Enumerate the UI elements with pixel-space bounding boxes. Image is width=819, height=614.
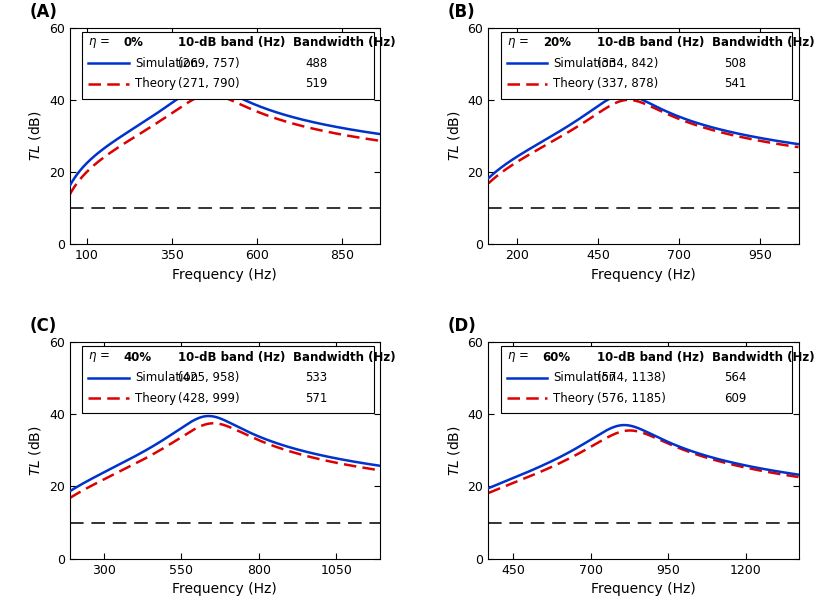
Text: Bandwidth (Hz): Bandwidth (Hz) <box>712 351 814 363</box>
FancyBboxPatch shape <box>500 346 792 413</box>
Y-axis label: $TL$ (dB): $TL$ (dB) <box>446 425 462 476</box>
Text: 10-dB band (Hz): 10-dB band (Hz) <box>179 351 286 363</box>
Text: (A): (A) <box>29 3 57 21</box>
X-axis label: Frequency (Hz): Frequency (Hz) <box>591 582 696 596</box>
Y-axis label: $TL$ (dB): $TL$ (dB) <box>27 425 43 476</box>
Text: Theory: Theory <box>554 77 595 90</box>
Text: Simulation: Simulation <box>135 57 198 70</box>
Y-axis label: $TL$ (dB): $TL$ (dB) <box>446 111 462 161</box>
Text: Theory: Theory <box>135 77 176 90</box>
Text: Bandwidth (Hz): Bandwidth (Hz) <box>293 36 396 49</box>
Text: 60%: 60% <box>543 351 571 363</box>
Text: Bandwidth (Hz): Bandwidth (Hz) <box>293 351 396 363</box>
Text: 533: 533 <box>305 371 328 384</box>
Text: (337, 878): (337, 878) <box>597 77 658 90</box>
Text: Bandwidth (Hz): Bandwidth (Hz) <box>712 36 814 49</box>
FancyBboxPatch shape <box>500 32 792 99</box>
Text: 10-dB band (Hz): 10-dB band (Hz) <box>597 36 704 49</box>
Text: Theory: Theory <box>135 392 176 405</box>
Text: (334, 842): (334, 842) <box>597 57 658 70</box>
Text: (B): (B) <box>448 3 476 21</box>
X-axis label: Frequency (Hz): Frequency (Hz) <box>172 582 277 596</box>
Text: 609: 609 <box>724 392 746 405</box>
X-axis label: Frequency (Hz): Frequency (Hz) <box>172 268 277 282</box>
Text: Theory: Theory <box>554 392 595 405</box>
Text: Simulation: Simulation <box>135 371 198 384</box>
FancyBboxPatch shape <box>82 32 373 99</box>
Text: 20%: 20% <box>543 36 571 49</box>
Text: (D): (D) <box>448 317 477 335</box>
Text: $\eta$ =: $\eta$ = <box>507 36 529 50</box>
Text: 488: 488 <box>305 57 328 70</box>
Text: (269, 757): (269, 757) <box>179 57 240 70</box>
Text: 40%: 40% <box>124 351 152 363</box>
X-axis label: Frequency (Hz): Frequency (Hz) <box>591 268 696 282</box>
Text: Simulation: Simulation <box>554 371 617 384</box>
Text: 519: 519 <box>305 77 328 90</box>
Text: 0%: 0% <box>124 36 144 49</box>
Text: (C): (C) <box>29 317 57 335</box>
Text: 10-dB band (Hz): 10-dB band (Hz) <box>179 36 286 49</box>
Text: (428, 999): (428, 999) <box>179 392 240 405</box>
Text: 10-dB band (Hz): 10-dB band (Hz) <box>597 351 704 363</box>
Text: 508: 508 <box>724 57 746 70</box>
Text: (271, 790): (271, 790) <box>179 77 240 90</box>
FancyBboxPatch shape <box>82 346 373 413</box>
Text: 571: 571 <box>305 392 328 405</box>
Text: Simulation: Simulation <box>554 57 617 70</box>
Text: $\eta$ =: $\eta$ = <box>88 36 110 50</box>
Text: (576, 1185): (576, 1185) <box>597 392 666 405</box>
Text: $\eta$ =: $\eta$ = <box>88 350 110 364</box>
Text: 564: 564 <box>724 371 746 384</box>
Text: $\eta$ =: $\eta$ = <box>507 350 529 364</box>
Text: (425, 958): (425, 958) <box>179 371 239 384</box>
Text: (574, 1138): (574, 1138) <box>597 371 666 384</box>
Text: 541: 541 <box>724 77 746 90</box>
Y-axis label: $TL$ (dB): $TL$ (dB) <box>27 111 43 161</box>
